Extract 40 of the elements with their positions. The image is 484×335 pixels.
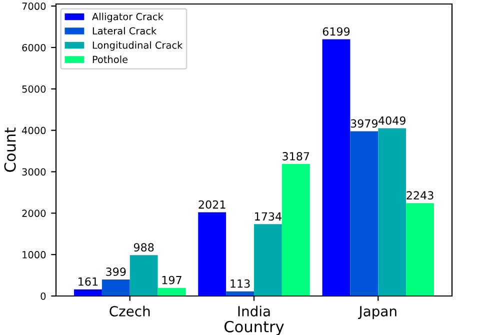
bar xyxy=(102,279,130,296)
y-tick-label: 0 xyxy=(40,292,46,300)
data-label: 1734 xyxy=(255,212,282,221)
x-tick-label: India xyxy=(238,306,270,316)
bar xyxy=(406,203,434,296)
data-label: 197 xyxy=(162,276,182,284)
y-tick-label: 4000 xyxy=(22,126,46,134)
bar xyxy=(322,39,350,296)
bar xyxy=(254,224,282,296)
data-label: 3979 xyxy=(350,119,378,128)
data-label: 3187 xyxy=(282,152,310,160)
data-label: 2021 xyxy=(198,200,226,209)
data-label: 113 xyxy=(230,279,250,288)
data-label: 399 xyxy=(106,268,126,276)
data-label: 988 xyxy=(134,243,154,252)
bar xyxy=(130,255,158,296)
y-axis-title: Count xyxy=(4,128,16,172)
data-label: 6199 xyxy=(322,27,350,36)
bar xyxy=(282,164,310,296)
bar xyxy=(198,212,226,296)
bar xyxy=(350,131,378,296)
bar xyxy=(74,289,102,296)
x-tick-label: Japan xyxy=(358,306,396,320)
x-axis-title: Country xyxy=(224,320,284,335)
data-label: 161 xyxy=(78,277,98,286)
legend-label: Lateral Crack xyxy=(92,27,157,35)
legend-label: Pothole xyxy=(92,56,128,64)
y-tick-label: 3000 xyxy=(22,168,46,176)
legend-label: Longitudinal Crack xyxy=(92,41,183,51)
legend-label: Alligator Crack xyxy=(92,12,164,22)
y-tick-label: 1000 xyxy=(22,251,46,258)
y-tick-label: 2000 xyxy=(22,210,46,217)
data-label: 4049 xyxy=(378,116,406,125)
data-label: 2243 xyxy=(406,191,434,200)
y-tick-label: 6000 xyxy=(22,44,46,52)
y-tick-label: 5000 xyxy=(22,85,46,93)
x-tick-label: Czech xyxy=(110,306,150,316)
bar xyxy=(378,128,406,296)
y-tick-label: 7000 xyxy=(22,2,46,10)
bar xyxy=(158,288,186,296)
